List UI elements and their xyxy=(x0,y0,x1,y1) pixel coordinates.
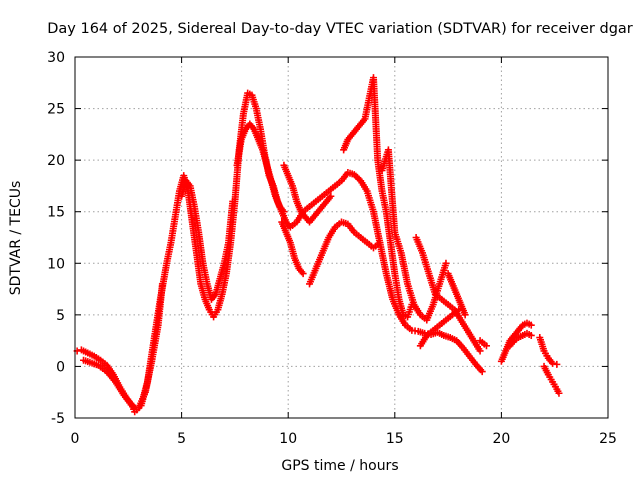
data-point xyxy=(158,280,166,288)
data-point xyxy=(549,359,557,367)
y-tick-labels: -5 0 5 10 15 20 25 30 xyxy=(47,50,65,427)
data-point xyxy=(482,342,490,350)
x-tick-label: 0 xyxy=(71,431,80,447)
data-point xyxy=(555,389,563,397)
y-tick-label: 20 xyxy=(47,153,65,169)
plot-frame xyxy=(74,56,609,419)
x-tick-label: 20 xyxy=(492,431,510,447)
data-point xyxy=(527,331,535,339)
y-tick-label: 25 xyxy=(47,102,65,118)
x-tick-label: 25 xyxy=(599,431,617,447)
y-axis-label: SDTVAR / TECUs xyxy=(8,181,24,296)
x-tick-label: 10 xyxy=(279,431,297,447)
chart-title: Day 164 of 2025, Sidereal Day-to-day VTE… xyxy=(47,21,633,37)
data-point xyxy=(299,270,307,278)
data-point xyxy=(461,311,469,319)
y-tick-label: -5 xyxy=(51,411,65,427)
x-axis-label: GPS time / hours xyxy=(281,458,398,474)
y-tick-label: 0 xyxy=(56,359,65,375)
y-tick-label: 10 xyxy=(47,256,65,272)
x-tick-label: 5 xyxy=(177,431,186,447)
data-point xyxy=(476,347,484,355)
y-tick-label: 15 xyxy=(47,205,65,221)
data-point xyxy=(327,192,335,200)
data-point xyxy=(376,239,384,247)
data-point xyxy=(442,259,450,267)
y-tick-label: 5 xyxy=(56,308,65,324)
x-tick-labels: 0 5 10 15 20 25 xyxy=(71,431,617,447)
data-point xyxy=(229,197,237,205)
data-point xyxy=(527,321,535,329)
data-point xyxy=(280,208,288,216)
x-tick-label: 15 xyxy=(386,431,404,447)
data-points xyxy=(73,74,563,416)
y-tick-label: 30 xyxy=(47,50,65,66)
data-point xyxy=(478,368,486,376)
data-point xyxy=(553,360,561,368)
